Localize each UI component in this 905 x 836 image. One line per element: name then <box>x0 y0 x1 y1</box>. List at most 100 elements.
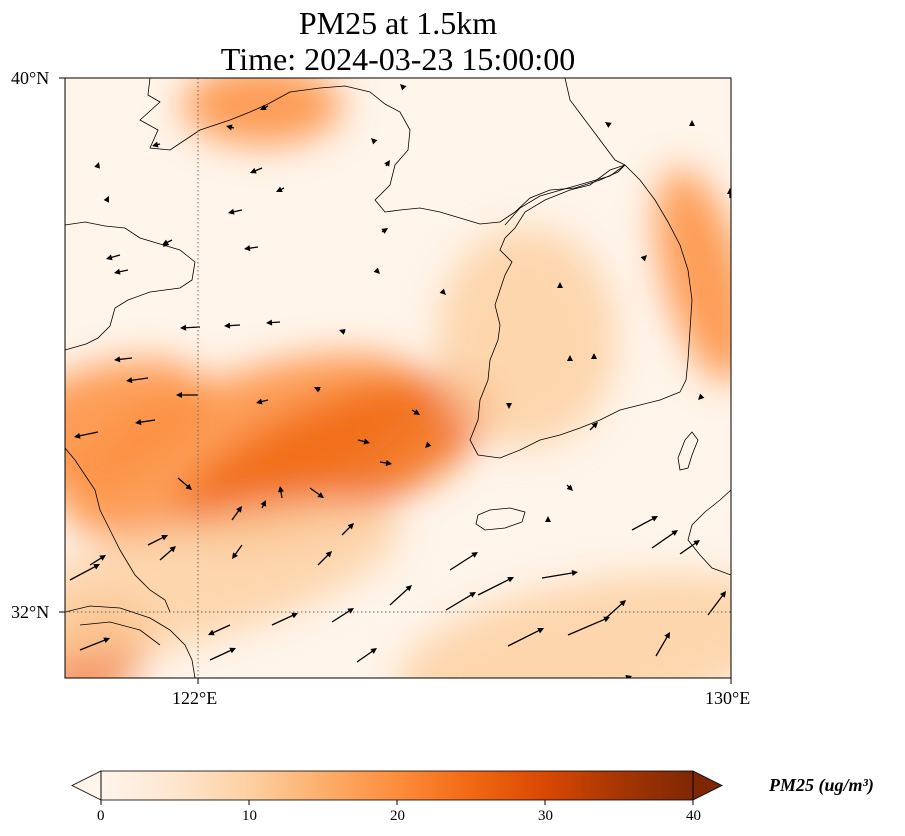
wind-arrow <box>477 577 514 596</box>
wind-arrow <box>226 124 235 131</box>
wind-arrow <box>309 487 324 498</box>
wind-arrow <box>114 268 129 275</box>
wind-arrow <box>177 477 192 490</box>
map-title-line2: Time: 2024-03-23 15:00:00 <box>220 41 576 77</box>
wind-arrow <box>389 585 412 606</box>
wind-arrow <box>605 122 612 128</box>
wind-arrow <box>331 608 354 623</box>
wind-arrow <box>506 403 512 409</box>
wind-arrow <box>103 196 109 203</box>
shandong-coastline <box>65 221 196 351</box>
wind-arrow <box>439 288 446 295</box>
wind-arrow <box>727 188 731 198</box>
wind-arrow <box>114 356 133 363</box>
wind-arrow <box>425 441 432 448</box>
wind-arrow <box>152 141 161 148</box>
map-area <box>65 78 731 678</box>
wind-arrow <box>605 600 626 619</box>
wind-arrow <box>266 319 281 326</box>
wind-arrow <box>74 431 99 439</box>
colorbar-max-extension <box>692 770 723 801</box>
wind-arrow <box>94 162 100 169</box>
wind-arrow <box>135 419 156 426</box>
wind-arrow <box>689 120 695 126</box>
wind-arrow <box>271 612 298 626</box>
wind-arrow <box>224 322 241 329</box>
japan-kyushu <box>687 489 731 576</box>
wind-arrow <box>339 329 346 335</box>
wind-arrow <box>69 564 100 581</box>
colorbar-tick-label-10: 10 <box>242 808 257 824</box>
wind-arrow <box>147 535 168 546</box>
wind-arrow <box>384 160 390 167</box>
korea-north-coast <box>564 78 626 166</box>
wind-arrow <box>357 438 370 445</box>
pm25-plume-north-bohai <box>182 78 343 146</box>
wind-arrow <box>567 616 610 636</box>
wind-arrow <box>379 460 392 466</box>
wind-arrow <box>400 84 407 91</box>
wind-arrow <box>231 506 242 521</box>
wind-arrow <box>278 486 284 499</box>
wind-arrow <box>208 624 231 636</box>
pm25-plume-band <box>65 359 207 492</box>
wind-arrow <box>589 422 598 431</box>
jeju-island <box>475 507 526 531</box>
north-korea-border <box>504 164 626 226</box>
colorbar-title: PM25 (ug/m³) <box>769 775 874 795</box>
lon-label-130e: 130°E <box>705 688 751 708</box>
wind-arrow <box>256 398 269 405</box>
colorbar-tick-label-40: 40 <box>686 808 701 824</box>
wind-arrow <box>314 387 321 393</box>
wind-arrow <box>679 540 700 555</box>
wind-arrow <box>341 523 354 536</box>
wind-arrow <box>707 591 726 616</box>
wind-arrow <box>126 377 149 384</box>
wind-arrow <box>232 544 243 559</box>
lat-label-32n: 32°N <box>11 602 50 622</box>
wind-arrow <box>176 392 198 398</box>
korea-east-coastline <box>624 164 693 393</box>
jiangsu-coastline <box>65 447 171 613</box>
wind-arrow <box>163 240 170 247</box>
wind-arrow <box>566 484 573 491</box>
lat-label-40n: 40°N <box>11 68 50 88</box>
colorbar-tick-label-0: 0 <box>97 808 105 824</box>
wind-arrow <box>411 409 420 415</box>
wind-arrow <box>209 647 236 661</box>
wind-arrow <box>445 592 476 611</box>
wind-arrow <box>631 516 658 531</box>
wind-arrow <box>106 254 121 261</box>
wind-arrow <box>591 353 597 359</box>
wind-vectors <box>69 84 731 678</box>
korea-west-coastline <box>469 164 681 459</box>
wind-arrow <box>381 228 388 234</box>
wind-arrow <box>244 245 259 252</box>
wind-arrow <box>159 546 176 561</box>
pm25-plume-east-korea <box>655 168 731 383</box>
map-title-line1: PM25 at 1.5km <box>298 5 498 41</box>
wind-arrow <box>180 324 201 331</box>
bohai-coastline <box>139 78 626 225</box>
pm25-plume-south <box>65 501 401 664</box>
wind-arrow <box>557 282 563 288</box>
wind-arrow <box>698 393 705 400</box>
coastlines <box>65 78 731 678</box>
wind-arrow <box>260 104 269 110</box>
wind-arrow <box>545 516 551 522</box>
wind-arrow <box>567 355 573 361</box>
wind-arrow <box>356 648 377 663</box>
map-frame <box>64 77 732 679</box>
pm25-plume-band <box>177 375 497 545</box>
wind-arrow <box>79 637 110 651</box>
wind-arrow <box>317 551 332 566</box>
wind-arrow <box>276 186 285 192</box>
colorbar-tick-label-30: 30 <box>538 808 553 824</box>
lon-label-122e: 122°E <box>172 688 218 708</box>
colorbar-min-extension <box>71 770 102 801</box>
yangtze-estuary <box>65 605 196 678</box>
wind-arrow <box>228 208 243 215</box>
wind-arrow <box>373 267 380 274</box>
colorbar-tick-label-20: 20 <box>390 808 405 824</box>
